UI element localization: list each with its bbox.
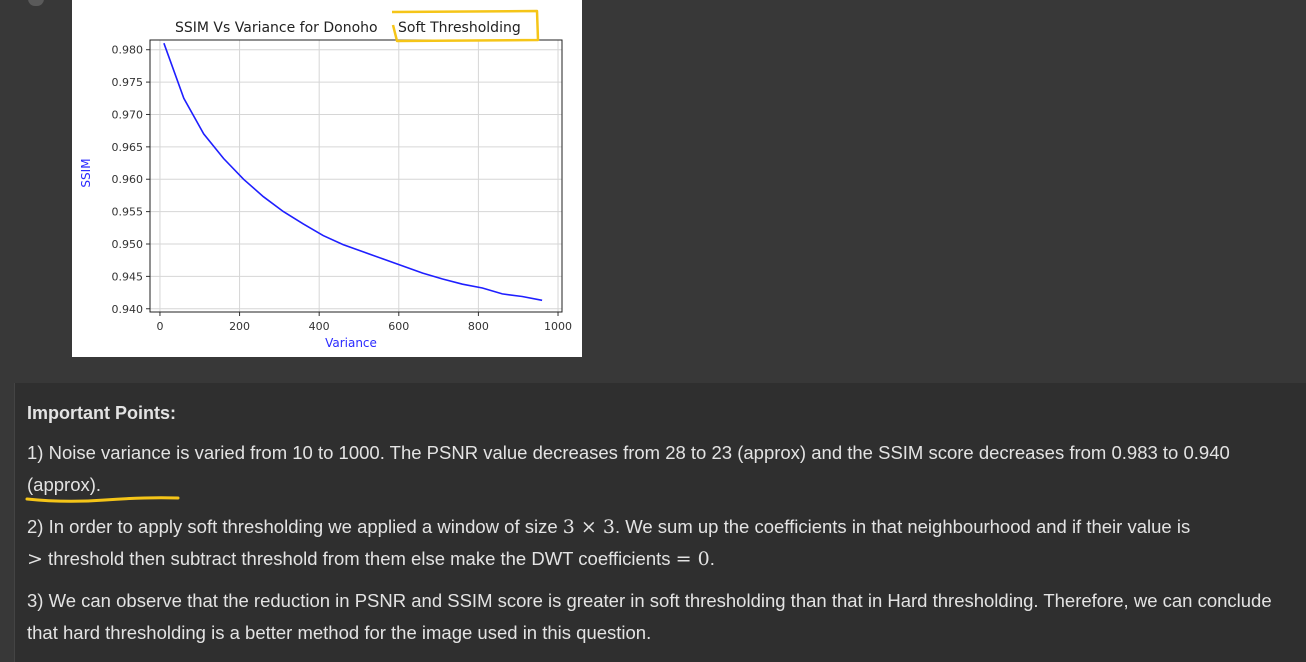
y-tick-label: 0.960 — [112, 173, 144, 186]
y-tick-label: 0.940 — [112, 303, 144, 316]
y-tick-label: 0.970 — [112, 108, 144, 121]
plot-frame — [149, 39, 563, 313]
x-tick-label: 1000 — [544, 320, 572, 333]
greater-than-math: > — [27, 548, 43, 570]
point-2-part-b: . We sum up the coefficients in that nei… — [614, 516, 1191, 537]
y-axis-label: SSIM — [79, 158, 93, 187]
ssim-series-line — [163, 42, 543, 302]
x-tick-label: 800 — [468, 320, 489, 333]
y-tick-label: 0.980 — [112, 44, 144, 57]
plot-output: 0 200 400 600 800 1000 0.940 0.945 0.950 0.955 0.9… — [72, 0, 582, 357]
y-tick-label: 0.945 — [112, 270, 144, 283]
point-1-text: 1) Noise variance is varied from 10 to 1… — [27, 442, 1230, 495]
x-axis-label: Variance — [325, 336, 377, 350]
point-2-text: 2) In order to apply soft thresholding w… — [27, 511, 1297, 575]
ssim-line-chart: 0 200 400 600 800 1000 0.940 0.945 0.950 0.955 0.9… — [79, 9, 572, 350]
point-2-part-a: 2) In order to apply soft thresholding w… — [27, 516, 563, 537]
x-tick-label: 400 — [309, 320, 330, 333]
point-2-part-c: threshold then subtract threshold from t… — [42, 548, 676, 569]
x-tick-label: 200 — [229, 320, 250, 333]
markdown-cell[interactable]: Important Points: 1) Noise variance is v… — [14, 383, 1306, 662]
chart-title: SSIM Vs Variance for Donoho — [175, 20, 378, 36]
chart-title-highlighted: Soft Thresholding — [398, 20, 521, 36]
window-size-math: 3 × 3 — [562, 516, 615, 538]
y-tick-label: 0.955 — [112, 206, 144, 219]
point-2-end: . — [709, 548, 715, 569]
equals-zero-math: = 0 — [675, 548, 710, 570]
important-points-heading: Important Points: — [27, 403, 176, 423]
handdrawn-underline — [25, 496, 180, 503]
x-tick-label: 0 — [156, 320, 163, 333]
y-tick-label: 0.965 — [112, 141, 144, 154]
y-tick-label: 0.950 — [112, 238, 144, 251]
x-tick-label: 600 — [388, 320, 409, 333]
title-highlight-box — [391, 9, 540, 43]
point-3-text: 3) We can observe that the reduction in … — [27, 590, 1272, 643]
y-tick-label: 0.975 — [112, 76, 144, 89]
cell-output-area: 0 200 400 600 800 1000 0.940 0.945 0.950 0.955 0.9… — [28, 0, 582, 357]
output-collapse-icon[interactable] — [28, 0, 44, 6]
